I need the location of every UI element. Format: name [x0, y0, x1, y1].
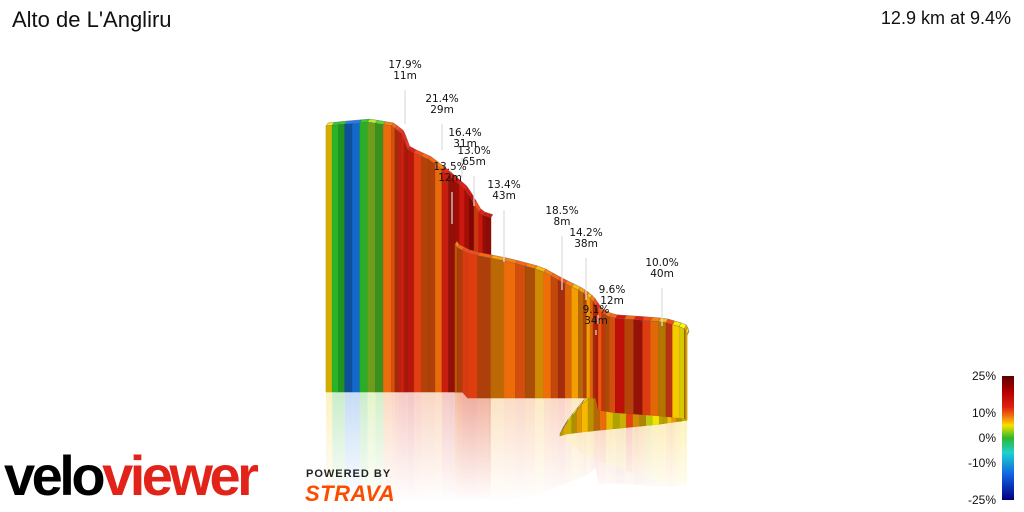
annotation-grade: 18.5%	[545, 205, 578, 217]
profile-road-surface	[559, 426, 565, 435]
annotation-grade: 9.6%	[599, 284, 626, 296]
colour-scale-tick-label: 10%	[972, 406, 996, 420]
profile-segment	[448, 174, 455, 393]
profile-segment	[605, 314, 610, 413]
annotation-length: 40m	[650, 268, 674, 280]
veloviewer-logo: veloviewer	[4, 444, 259, 507]
profile-segment	[331, 124, 339, 393]
profile-segment	[524, 265, 536, 399]
annotation-length: 11m	[393, 70, 417, 82]
strava-logo: STRAVA	[305, 481, 396, 506]
annotation-grade: 21.4%	[425, 93, 458, 105]
annotation-grade: 16.4%	[448, 127, 481, 139]
profile-segment	[394, 127, 399, 393]
profile-segment	[397, 130, 402, 393]
profile-segment	[658, 321, 667, 417]
profile-segment	[462, 249, 469, 399]
profile-segment	[454, 243, 458, 393]
profile-segment	[665, 322, 673, 418]
profile-segment	[601, 312, 606, 412]
profile-segment	[325, 125, 333, 393]
profile-segment	[672, 324, 680, 419]
profile-segment	[685, 331, 688, 421]
profile-segment	[407, 148, 415, 393]
annotation-length: 12m	[438, 172, 462, 184]
profile-segment	[352, 122, 361, 393]
annotation-grade: 10.0%	[645, 257, 678, 269]
profile-segment	[503, 260, 516, 399]
annotation-length: 8m	[554, 216, 571, 228]
colour-scale-tick-label: 0%	[979, 431, 997, 445]
annotation-length: 34m	[584, 315, 608, 327]
profile-segment	[467, 252, 478, 399]
profile-road-surface	[486, 213, 494, 218]
annotations: 17.9%11m21.4%29m16.4%31m13.0%65m13.5%12m…	[388, 59, 679, 335]
profile-segment	[515, 263, 526, 399]
gradient-colour-scale: 25% 10% 0% -10% -25%	[968, 369, 1014, 507]
profile-segment	[581, 398, 588, 433]
annotation-length: 65m	[462, 156, 486, 168]
climb-summary: 12.9 km at 9.4%	[880, 8, 1011, 28]
colour-scale-tick-label: -10%	[968, 456, 996, 470]
profile-segment	[633, 319, 643, 415]
annotation-grade: 13.0%	[457, 145, 490, 157]
profile-segment	[477, 255, 492, 399]
profile-segment	[571, 286, 579, 399]
profile-segment	[587, 393, 594, 432]
annotation-grade: 13.4%	[487, 179, 520, 191]
profile-segment	[490, 257, 505, 399]
profile-segment	[557, 279, 566, 399]
annotation-length: 12m	[600, 295, 624, 307]
profile-segment	[413, 152, 422, 393]
colour-scale-bar	[1002, 376, 1014, 500]
profile-segment	[338, 123, 346, 393]
profile-segment	[421, 155, 429, 393]
annotation-length: 29m	[430, 104, 454, 116]
profile-segment	[543, 271, 552, 399]
colour-scale-tick-label: 25%	[972, 369, 996, 383]
annotation-grade: 9.1%	[583, 304, 610, 316]
profile-segment	[359, 121, 368, 393]
colour-scale-tick-label: -25%	[968, 493, 996, 507]
powered-by-label: POWERED BY	[306, 468, 392, 480]
profile-segment	[624, 318, 635, 415]
profile-segment	[435, 163, 443, 393]
profile-segment	[609, 316, 616, 413]
profile-segment	[401, 133, 405, 393]
profile-segment	[441, 168, 449, 393]
climb-title: Alto de L'Angliru	[12, 7, 172, 32]
profile-segment	[456, 247, 463, 393]
profile-segment	[564, 283, 573, 399]
profile-segment	[344, 123, 353, 393]
annotation-grade: 14.2%	[569, 227, 602, 239]
profile-segment	[534, 268, 545, 399]
profile-segment	[367, 121, 376, 393]
profile-segment	[615, 317, 625, 414]
profile-road-surface	[685, 327, 690, 335]
annotation-grade: 17.9%	[388, 59, 421, 71]
profile-segment	[428, 158, 436, 393]
profile-segment	[678, 326, 685, 419]
profile-segment	[642, 319, 651, 416]
profile-segment	[550, 275, 559, 399]
annotation-length: 43m	[492, 190, 516, 202]
profile-segment	[375, 122, 384, 393]
profile-front-segments	[325, 118, 690, 421]
profile-segment	[390, 125, 396, 393]
profile-segment	[383, 124, 392, 393]
annotation-length: 31m	[453, 138, 477, 150]
annotation-length: 38m	[574, 238, 598, 250]
profile-segment	[650, 320, 659, 417]
annotation-grade: 13.5%	[433, 161, 466, 173]
